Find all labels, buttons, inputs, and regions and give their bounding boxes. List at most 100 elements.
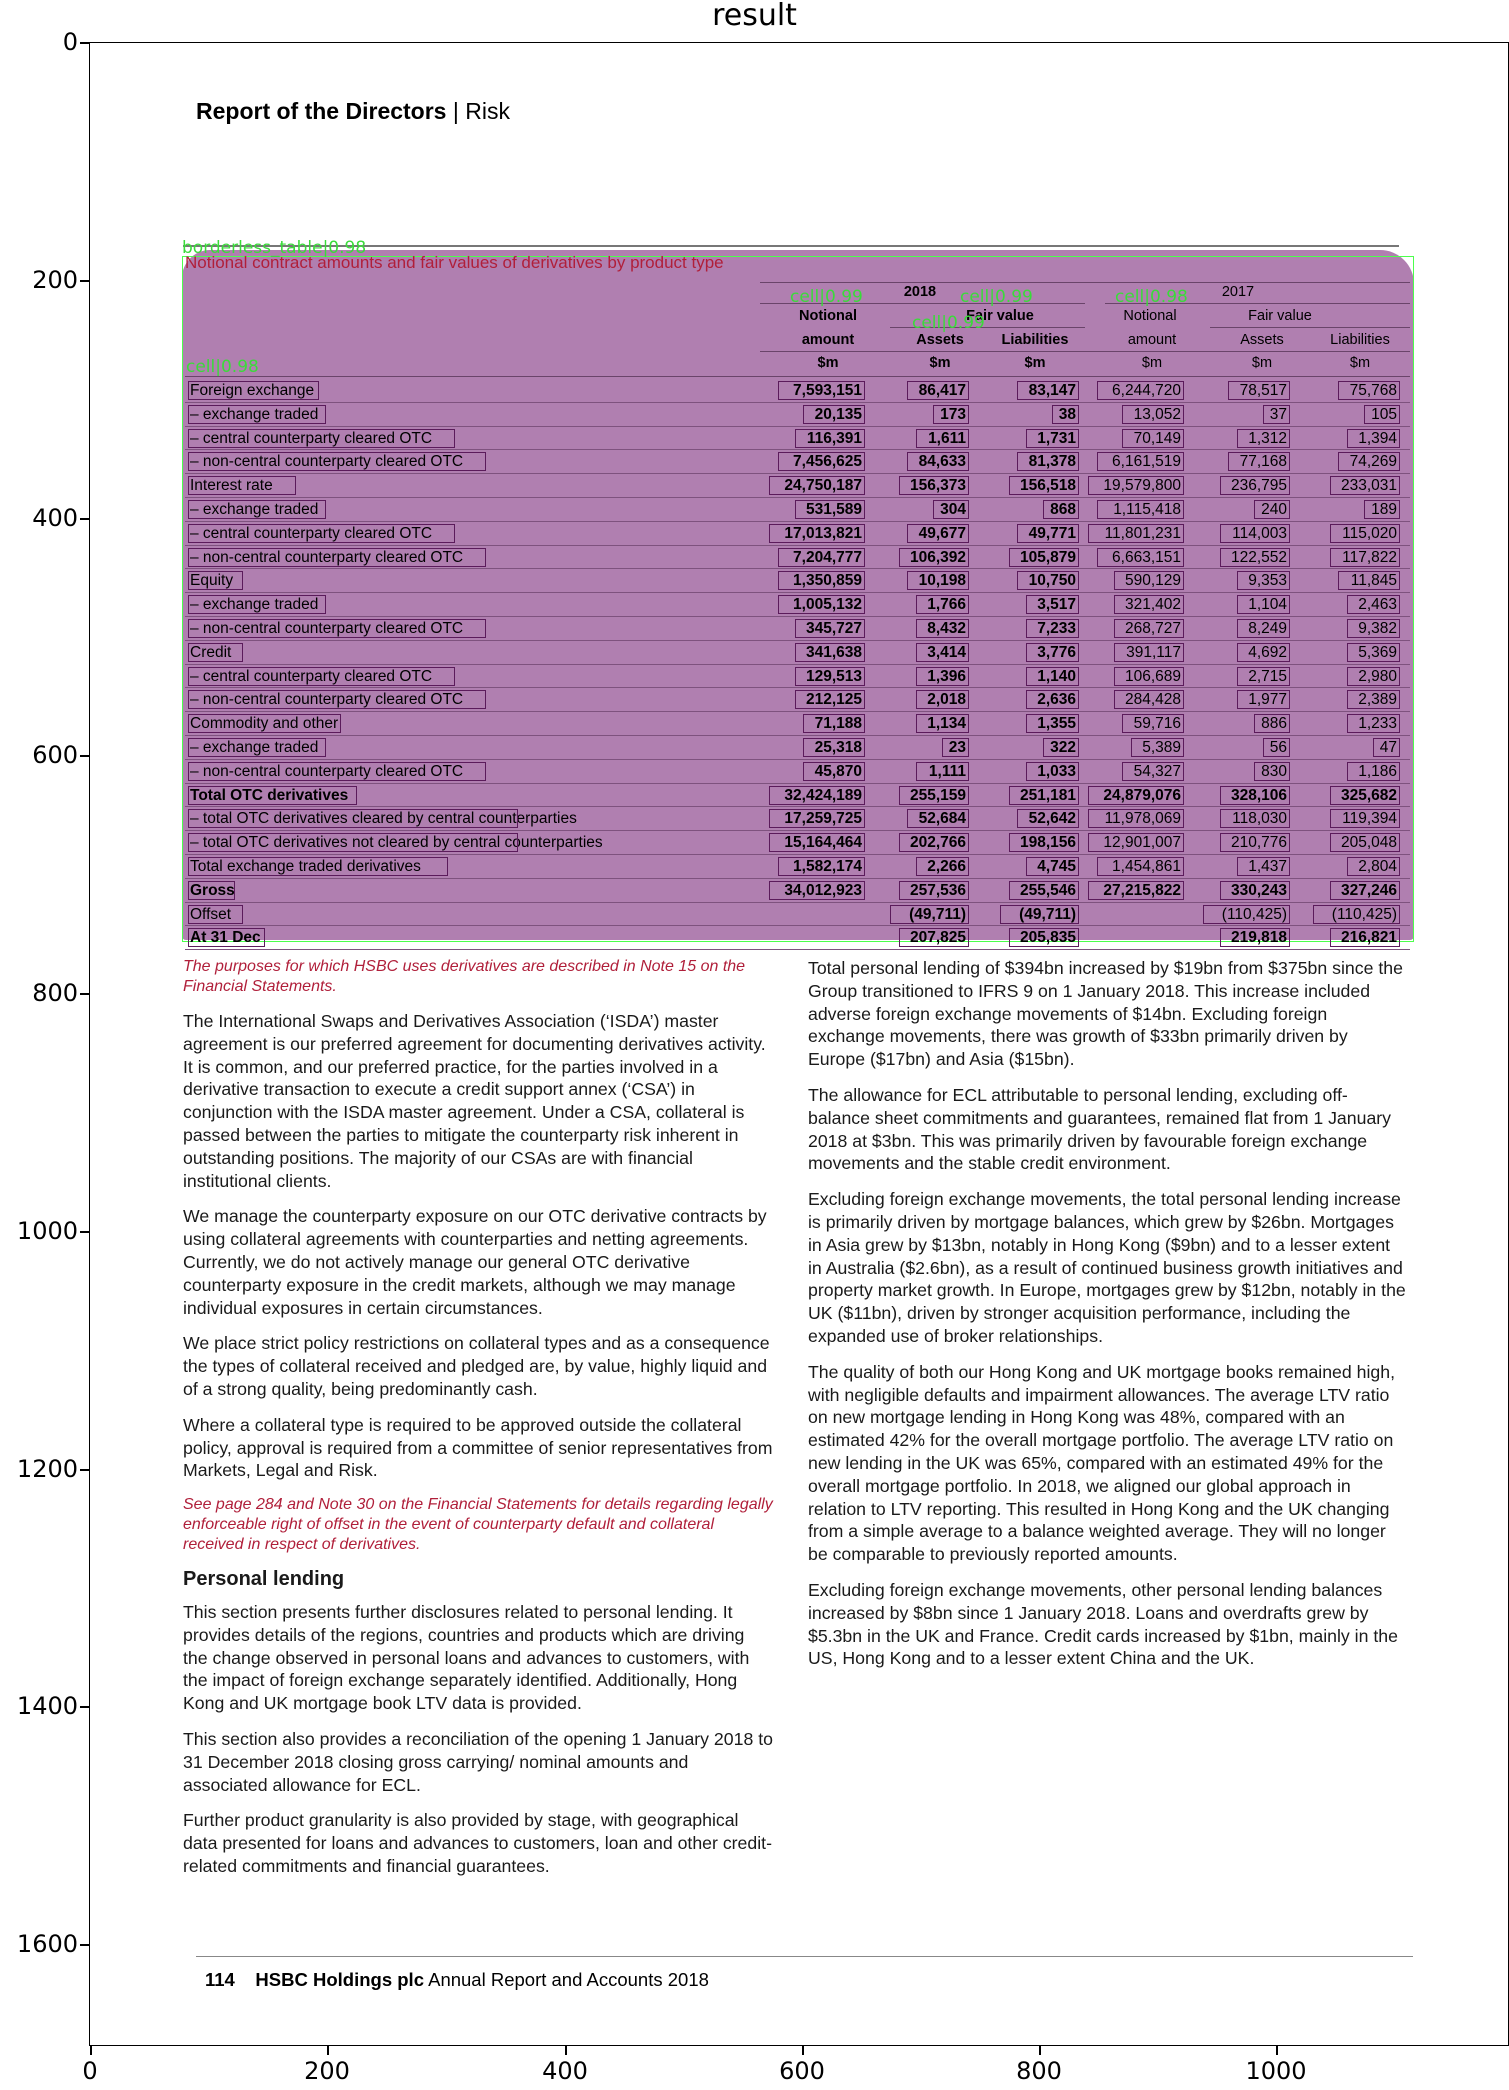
cell-detection-box [1347, 642, 1400, 662]
cell-detection-box [916, 666, 969, 686]
cell-detection-box [188, 904, 243, 924]
cell-detection-box [1113, 642, 1184, 662]
header-amount: amount [801, 332, 855, 348]
table-cell: 1,355 [1037, 715, 1076, 733]
table-row-label: – non-central counterparty cleared OTC [190, 453, 464, 471]
cell-detection-box [1347, 666, 1400, 686]
cell-detection-box [1237, 690, 1290, 710]
table-cell: 3,776 [1037, 643, 1076, 661]
table-cell: 1,454,861 [1112, 858, 1181, 875]
cell-detection-box [1122, 714, 1184, 734]
table-cell: 4,692 [1248, 643, 1287, 661]
table-cell: 1,033 [1037, 762, 1076, 780]
cell-detection-box [1008, 547, 1079, 567]
y-tick [80, 42, 89, 44]
table-cell: 129,513 [805, 667, 862, 685]
row-rule [185, 877, 1410, 879]
table-cell: 6,663,151 [1112, 548, 1181, 566]
table-cell: 38 [1058, 405, 1076, 423]
header-assets: Assets [916, 332, 964, 348]
table-row-label: Gross [190, 881, 235, 899]
table-cell: 105,879 [1019, 548, 1076, 566]
y-tick [80, 1706, 89, 1708]
table-cell: 56 [1269, 739, 1287, 756]
table-cell: 1,134 [927, 715, 966, 733]
cell-detection-box [794, 619, 865, 638]
cell-detection-box [1008, 476, 1079, 496]
cell-detection-box [1329, 547, 1400, 567]
cell-detection-box [188, 928, 266, 948]
cell-detection-box [1131, 738, 1184, 757]
table-cell: 322 [1050, 739, 1076, 756]
cell-detection-box [188, 809, 518, 829]
cell-detection-tag: cell|0.98 [1115, 287, 1188, 307]
cell-detection-box [1262, 404, 1290, 424]
row-rule [185, 520, 1410, 522]
note-derivatives: The purposes for which HSBC uses derivat… [183, 958, 746, 995]
cell-detection-box [1237, 595, 1290, 615]
y-tick-label: 1000 [16, 1217, 78, 1245]
cell-detection-box [188, 381, 319, 400]
table-cell: 3,414 [927, 643, 966, 661]
cell-detection-box [777, 571, 865, 591]
table-cell: 156,373 [909, 477, 966, 495]
cell-detection-box [1122, 404, 1184, 424]
y-tick-label: 0 [62, 28, 78, 56]
y-tick-label: 200 [32, 266, 78, 294]
cell-detection-box [916, 428, 969, 448]
row-rule [185, 568, 1410, 570]
row-rule [185, 425, 1410, 427]
header-title: Report of the Directors [196, 98, 447, 124]
cell-detection-box [933, 500, 969, 519]
header-notional-2017: Notional [1123, 308, 1177, 324]
page-footer: 114 HSBC Holdings plc Annual Report and … [205, 1969, 709, 1991]
cell-detection-box [188, 595, 327, 615]
cell-detection-box [1088, 809, 1184, 829]
table-cell: 868 [1050, 501, 1076, 518]
cell-detection-box [1338, 381, 1400, 400]
cell-detection-box [898, 880, 969, 900]
table-cell: 9,353 [1248, 572, 1287, 590]
table-cell: 70,149 [1133, 429, 1181, 447]
table-cell: 330,243 [1230, 881, 1287, 899]
table-cell: 2,463 [1358, 596, 1397, 614]
table-cell: 189 [1371, 501, 1397, 518]
paragraph: We manage the counterparty exposure on o… [183, 1206, 767, 1318]
table-detection-tag: borderless_table|0.98 [182, 238, 367, 258]
header-unit: $m [1349, 355, 1371, 371]
table-cell: 1,111 [928, 762, 966, 780]
left-column: The purposes for which HSBC uses derivat… [183, 957, 773, 1891]
cell-detection-box [777, 857, 865, 876]
table-row-label: Foreign exchange [190, 382, 315, 399]
cell-detection-box [916, 714, 969, 734]
table-cell: 81,378 [1028, 453, 1076, 471]
y-tick [80, 518, 89, 520]
row-rule [185, 497, 1410, 498]
table-cell: 304 [940, 501, 966, 518]
row-rule [185, 639, 1410, 641]
y-tick-label: 1200 [16, 1455, 78, 1483]
cell-detection-box [1237, 428, 1290, 448]
table-cell: 1,104 [1248, 596, 1287, 614]
table-cell: 321,402 [1124, 596, 1181, 614]
cell-detection-box [188, 880, 235, 900]
table-cell: 233,031 [1340, 477, 1397, 495]
table-row-label: – exchange traded [190, 596, 319, 614]
table-cell: 2,266 [927, 858, 966, 875]
x-tick-label: 600 [779, 2057, 825, 2085]
cell-detection-box [188, 642, 243, 662]
cell-detection-box [1329, 833, 1400, 853]
figure-title: result [712, 0, 797, 33]
table-cell: 212,125 [805, 691, 862, 709]
paragraph: Excluding foreign exchange movements, th… [808, 1189, 1406, 1346]
cell-detection-box [188, 833, 518, 853]
header-notional: Notional [799, 308, 857, 324]
cell-detection-box [1017, 381, 1079, 400]
table-cell: 11,801,231 [1104, 524, 1181, 542]
cell-detection-box [1051, 404, 1079, 424]
table-cell: 4,745 [1037, 858, 1076, 875]
cell-detection-box [898, 833, 969, 853]
table-cell: 198,156 [1019, 834, 1076, 852]
table-cell: 86,417 [918, 382, 966, 399]
header-rule [185, 376, 1410, 378]
